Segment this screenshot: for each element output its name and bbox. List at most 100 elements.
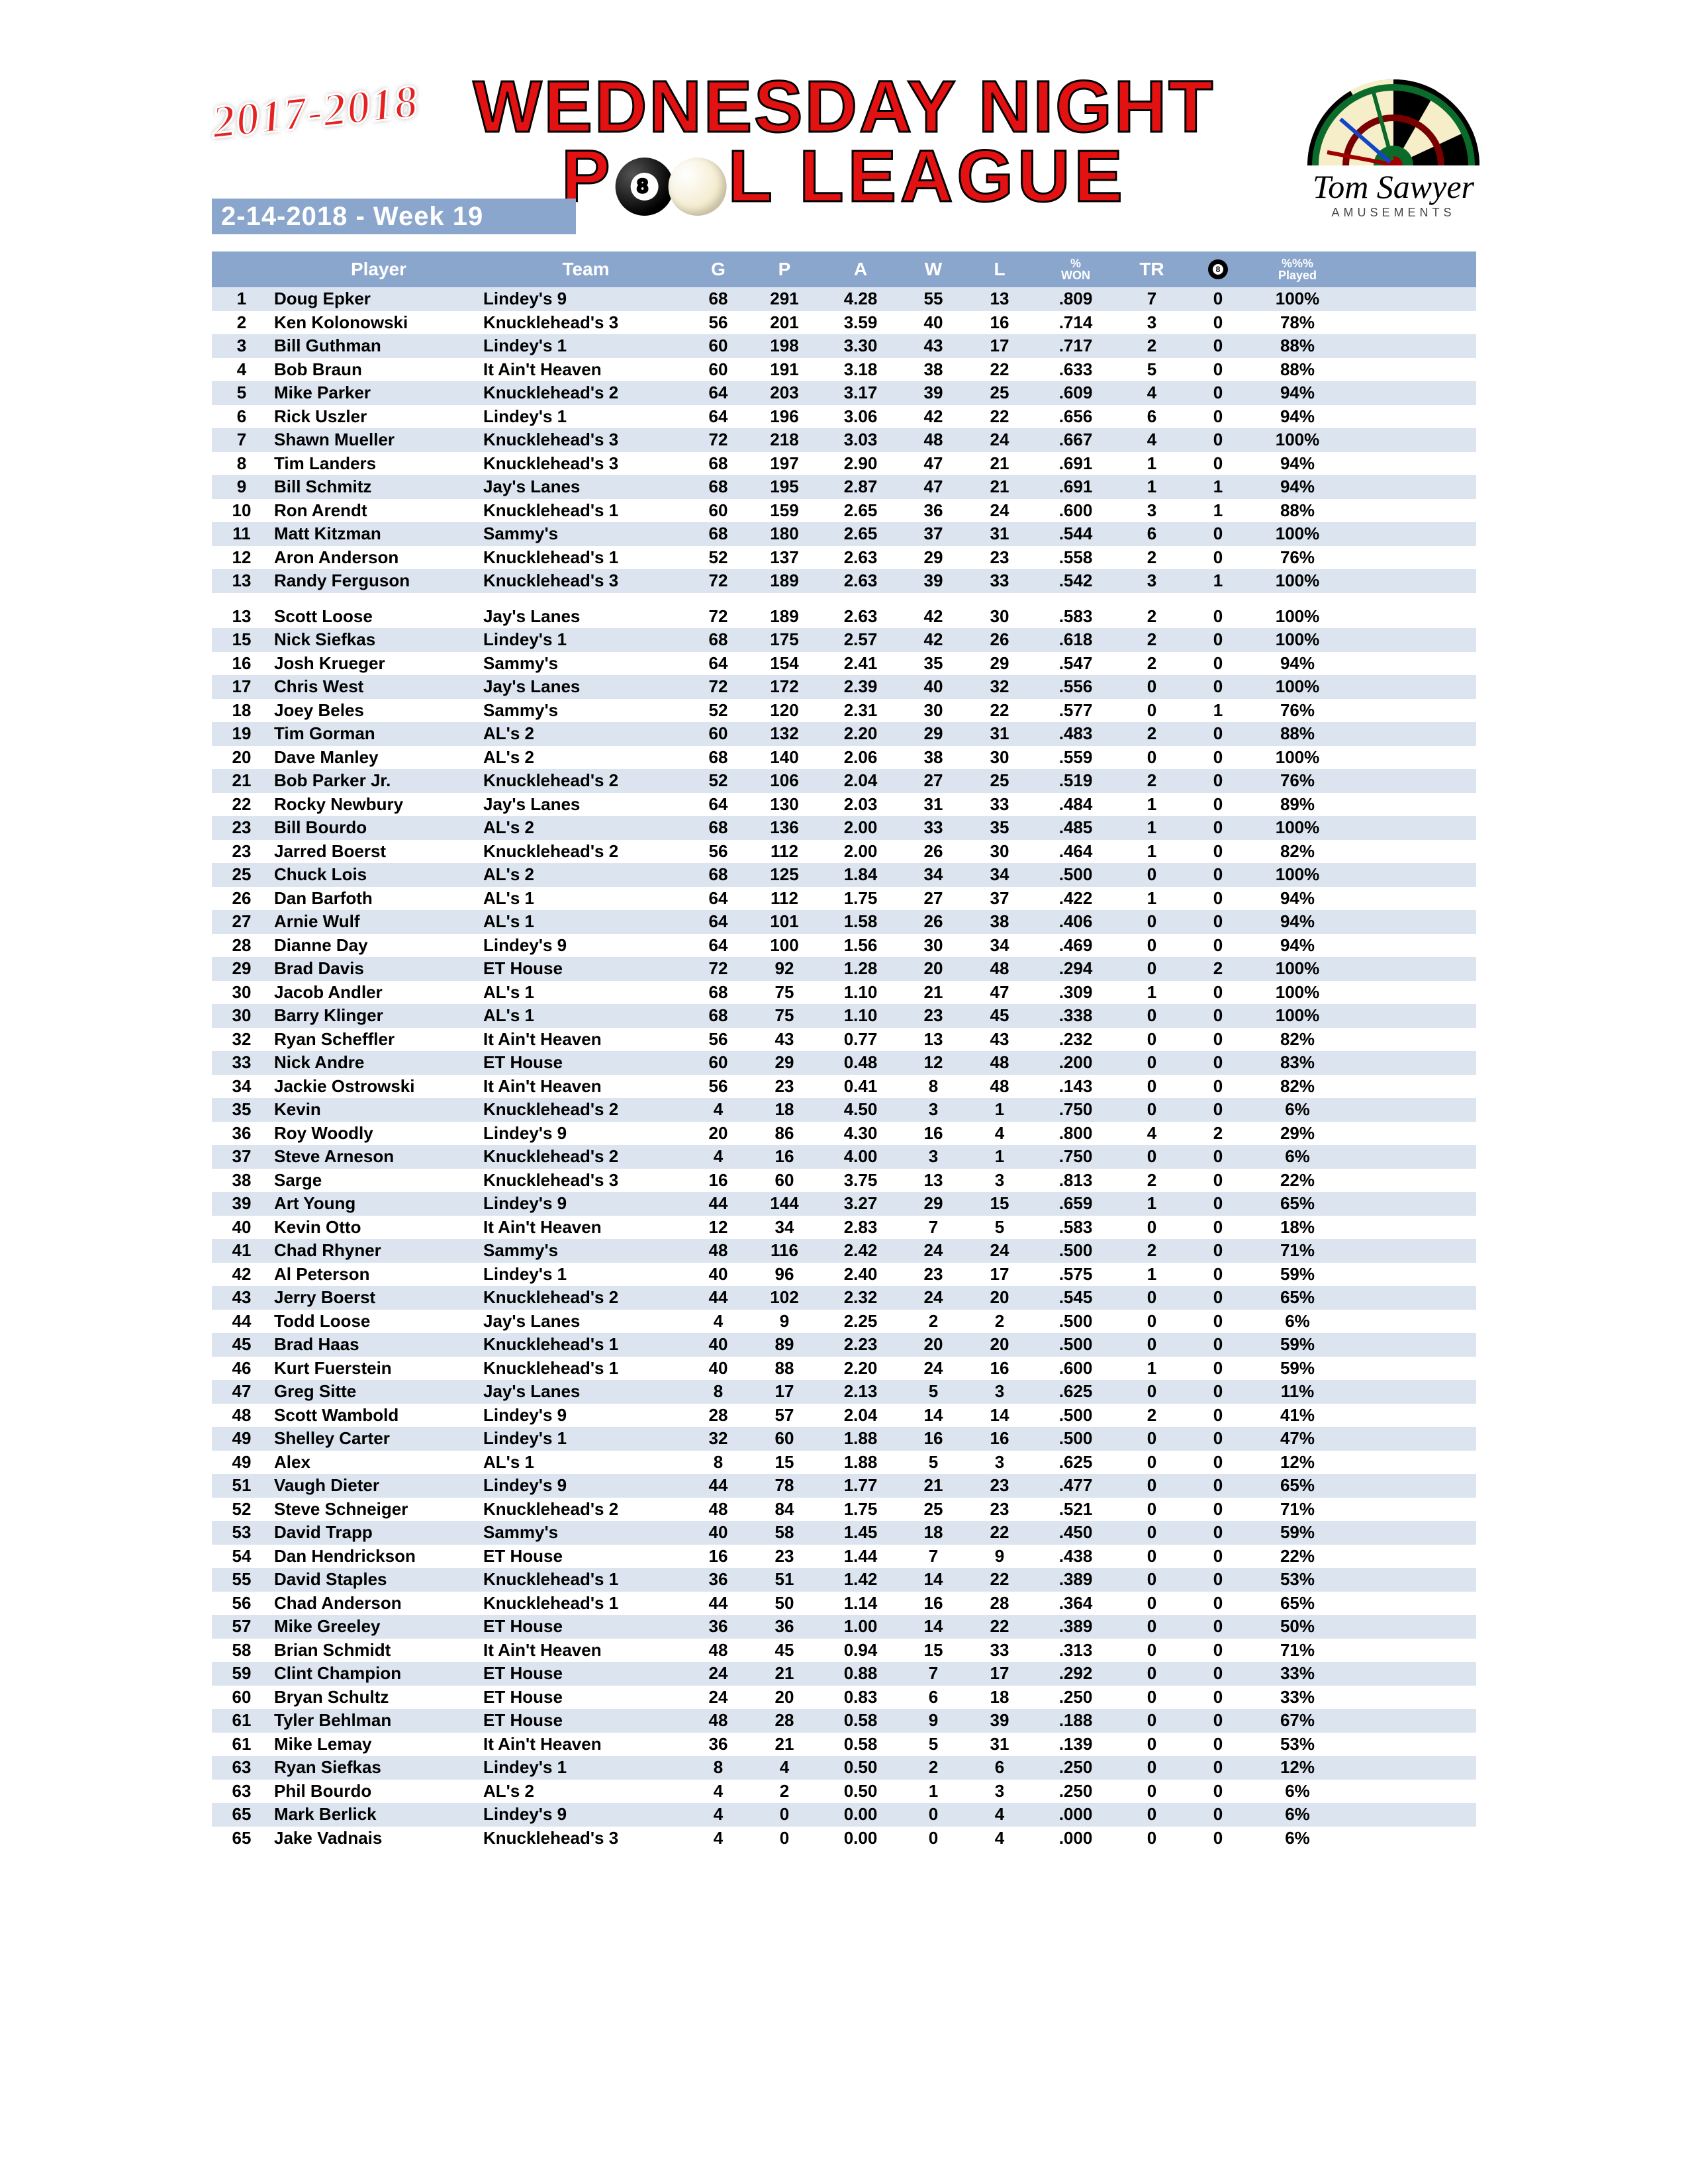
cell-player: Bob Braun	[271, 359, 483, 380]
cell-tr: 0	[1119, 1146, 1185, 1167]
cell-eight: 0	[1185, 1687, 1251, 1707]
cell-g: 68	[688, 523, 748, 544]
pool-balls-icon	[618, 147, 724, 216]
cell-w: 5	[900, 1734, 966, 1754]
cell-team: AL's 1	[483, 911, 688, 932]
cell-player: Doug Epker	[271, 289, 483, 309]
cell-p: 29	[748, 1052, 821, 1073]
cell-w: 40	[900, 676, 966, 697]
cell-team: Knucklehead's 2	[483, 1099, 688, 1120]
col-points: P	[748, 251, 821, 287]
cell-w: 26	[900, 841, 966, 862]
cell-team: Lindey's 1	[483, 1428, 688, 1449]
cell-l: 31	[966, 523, 1033, 544]
cell-g: 40	[688, 1264, 748, 1285]
cell-eight: 0	[1185, 1287, 1251, 1308]
cell-w: 31	[900, 794, 966, 815]
table-row: 34Jackie OstrowskiIt Ain't Heaven56230.4…	[212, 1075, 1476, 1099]
cell-p: 92	[748, 958, 821, 979]
cell-a: 1.42	[821, 1569, 900, 1590]
table-row: 45Brad HaasKnucklehead's 140892.232020.5…	[212, 1333, 1476, 1357]
cell-pctwon: .519	[1033, 770, 1119, 791]
cell-l: 4	[966, 1123, 1033, 1144]
cell-rank: 55	[212, 1569, 271, 1590]
cell-pctplayed: 88%	[1251, 336, 1344, 356]
cell-a: 0.00	[821, 1804, 900, 1825]
cell-tr: 1	[1119, 1264, 1185, 1285]
cell-l: 30	[966, 747, 1033, 768]
cell-team: ET House	[483, 958, 688, 979]
cell-team: ET House	[483, 1546, 688, 1567]
cell-player: Bill Schmitz	[271, 477, 483, 497]
cell-g: 8	[688, 1452, 748, 1473]
cell-pctplayed: 100%	[1251, 982, 1344, 1003]
cell-eight: 0	[1185, 1569, 1251, 1590]
cell-l: 17	[966, 1264, 1033, 1285]
cell-pctplayed: 22%	[1251, 1546, 1344, 1567]
cell-eight: 0	[1185, 359, 1251, 380]
cell-l: 47	[966, 982, 1033, 1003]
cell-w: 16	[900, 1593, 966, 1614]
cell-pctwon: .500	[1033, 1428, 1119, 1449]
cell-player: Dianne Day	[271, 935, 483, 956]
cell-a: 0.50	[821, 1757, 900, 1778]
cell-g: 72	[688, 958, 748, 979]
cell-rank: 9	[212, 477, 271, 497]
table-row: 47Greg SitteJay's Lanes8172.1353.6250011…	[212, 1380, 1476, 1404]
cell-a: 1.75	[821, 888, 900, 909]
cell-tr: 4	[1119, 383, 1185, 403]
cell-w: 2	[900, 1757, 966, 1778]
cell-g: 56	[688, 1029, 748, 1050]
cell-g: 68	[688, 453, 748, 474]
cell-pctplayed: 100%	[1251, 570, 1344, 591]
cell-l: 22	[966, 1522, 1033, 1543]
cell-p: 106	[748, 770, 821, 791]
cell-player: Phil Bourdo	[271, 1781, 483, 1801]
cell-player: Tim Landers	[271, 453, 483, 474]
cell-team: Lindey's 9	[483, 1475, 688, 1496]
cell-p: 159	[748, 500, 821, 521]
cell-pctwon: .500	[1033, 1405, 1119, 1426]
cell-player: David Trapp	[271, 1522, 483, 1543]
cell-w: 37	[900, 523, 966, 544]
cell-pctplayed: 94%	[1251, 911, 1344, 932]
cell-pctplayed: 82%	[1251, 1076, 1344, 1097]
cell-p: 58	[748, 1522, 821, 1543]
cell-pctwon: .500	[1033, 864, 1119, 885]
cell-player: Shelley Carter	[271, 1428, 483, 1449]
cell-eight: 0	[1185, 1029, 1251, 1050]
cell-g: 60	[688, 336, 748, 356]
cell-g: 68	[688, 289, 748, 309]
cell-player: Mark Berlick	[271, 1804, 483, 1825]
cell-team: Lindey's 9	[483, 1804, 688, 1825]
col-avg: A	[821, 251, 900, 287]
cell-eight: 0	[1185, 1099, 1251, 1120]
cell-pctplayed: 94%	[1251, 935, 1344, 956]
cell-team: It Ain't Heaven	[483, 1076, 688, 1097]
table-row: 6Rick UszlerLindey's 1641963.064222.6566…	[212, 405, 1476, 429]
cell-pctplayed: 88%	[1251, 500, 1344, 521]
cell-rank: 2	[212, 312, 271, 333]
table-row: 28Dianne DayLindey's 9641001.563034.4690…	[212, 934, 1476, 958]
dartboard-icon	[1301, 73, 1486, 165]
cell-a: 3.59	[821, 312, 900, 333]
cell-team: Knucklehead's 3	[483, 430, 688, 450]
cell-a: 4.30	[821, 1123, 900, 1144]
cell-eight: 0	[1185, 547, 1251, 568]
cell-g: 52	[688, 547, 748, 568]
cell-a: 0.94	[821, 1640, 900, 1661]
cell-a: 2.63	[821, 606, 900, 627]
cell-pctplayed: 12%	[1251, 1452, 1344, 1473]
table-row: 22Rocky NewburyJay's Lanes641302.033133.…	[212, 793, 1476, 817]
cell-w: 21	[900, 982, 966, 1003]
cell-tr: 0	[1119, 1663, 1185, 1684]
cell-pctplayed: 100%	[1251, 864, 1344, 885]
cell-rank: 39	[212, 1193, 271, 1214]
cell-pctwon: .625	[1033, 1452, 1119, 1473]
cell-a: 0.48	[821, 1052, 900, 1073]
cell-eight: 0	[1185, 770, 1251, 791]
cell-w: 5	[900, 1381, 966, 1402]
cell-pctwon: .500	[1033, 1311, 1119, 1332]
cell-rank: 48	[212, 1405, 271, 1426]
cell-l: 30	[966, 841, 1033, 862]
